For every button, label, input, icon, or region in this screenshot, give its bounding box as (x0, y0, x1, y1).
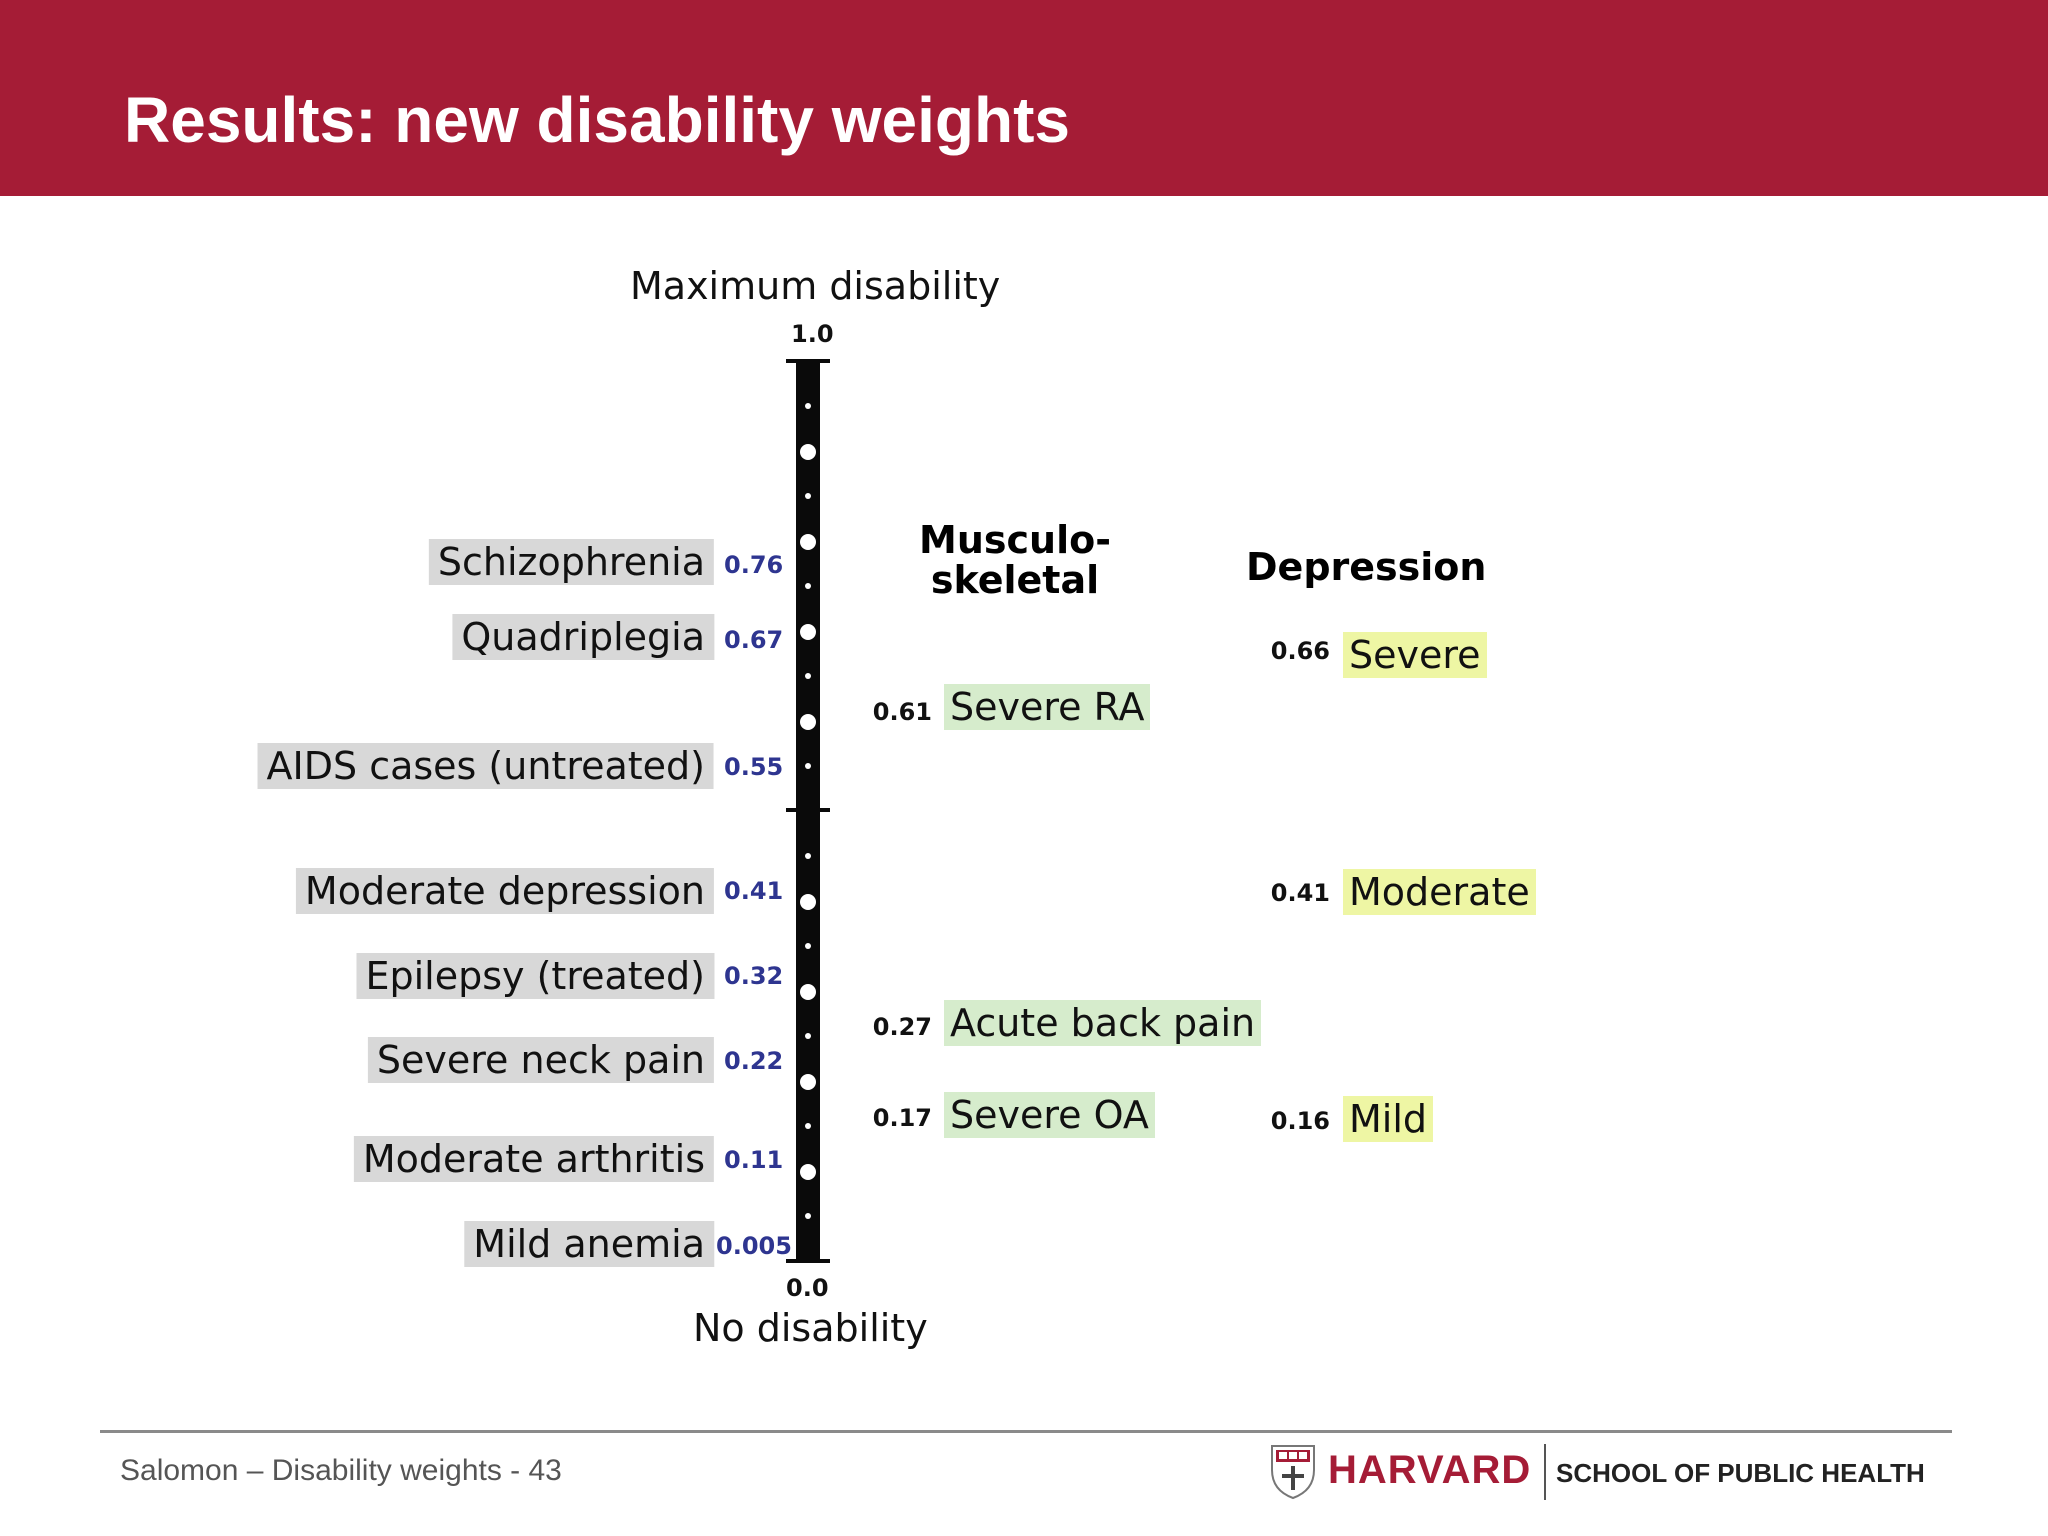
musculoskeletal-label: Severe RA (944, 684, 1151, 730)
scale-dot-large (800, 894, 816, 910)
scale-dot-small (805, 1123, 811, 1129)
bottom-cap (786, 1259, 830, 1263)
scale-dot-large (800, 984, 816, 1000)
depression-label: Mild (1343, 1096, 1434, 1142)
scale-dot-small (805, 583, 811, 589)
condition-label: Quadriplegia (452, 614, 714, 660)
max-tick-label: 1.0 (791, 320, 834, 348)
scale-dot-small (805, 493, 811, 499)
musculoskeletal-value: 0.27 (872, 1013, 932, 1041)
scale-dot-small (805, 763, 811, 769)
top-cap (786, 359, 830, 363)
scale-dot-small (805, 943, 811, 949)
depression-value: 0.66 (1270, 637, 1330, 665)
max-disability-label: Maximum disability (630, 264, 1001, 308)
footer-divider (100, 1430, 1952, 1433)
depression-label: Severe (1343, 632, 1487, 678)
scale-dot-small (805, 1033, 811, 1039)
condition-value: 0.76 (724, 551, 784, 579)
school-name: SCHOOL OF PUBLIC HEALTH (1556, 1458, 1925, 1488)
condition-label: Moderate arthritis (353, 1136, 714, 1182)
no-disability-label: No disability (693, 1306, 928, 1350)
condition-value: 0.41 (724, 877, 784, 905)
condition-value: 0.11 (724, 1146, 784, 1174)
scale-dot-large (800, 714, 816, 730)
musculoskeletal-value: 0.61 (872, 698, 932, 726)
mid-cap (786, 808, 830, 812)
depression-value: 0.41 (1270, 879, 1330, 907)
condition-value: 0.55 (724, 753, 784, 781)
harvard-wordmark: HARVARD (1328, 1448, 1532, 1492)
condition-value: 0.32 (724, 962, 784, 990)
condition-label: Mild anemia (464, 1221, 714, 1267)
musculoskeletal-value: 0.17 (872, 1104, 932, 1132)
depression-heading: Depression (1246, 545, 1487, 589)
depression-label: Moderate (1343, 869, 1536, 915)
scale-dot-large (800, 624, 816, 640)
harvard-shield-icon (1271, 1445, 1315, 1500)
depression-value: 0.16 (1270, 1107, 1330, 1135)
scale-dot-small (805, 673, 811, 679)
scale-dot-small (805, 853, 811, 859)
musculoskeletal-heading: Musculo- skeletal (919, 518, 1111, 602)
min-tick-label: 0.0 (786, 1274, 829, 1302)
scale-dot-small (805, 1213, 811, 1219)
condition-label: Severe neck pain (367, 1037, 714, 1083)
condition-label: Epilepsy (treated) (356, 953, 714, 999)
condition-label: AIDS cases (untreated) (257, 743, 714, 789)
logo-separator (1544, 1444, 1546, 1500)
slide-footer: Salomon – Disability weights - 43 (120, 1454, 562, 1487)
condition-label: Schizophrenia (428, 539, 714, 585)
musculoskeletal-label: Severe OA (944, 1092, 1155, 1138)
condition-label: Moderate depression (295, 868, 714, 914)
condition-value: 0.005 (716, 1232, 792, 1260)
title-bar: Results: new disability weights (0, 0, 2048, 196)
condition-value: 0.22 (724, 1047, 784, 1075)
scale-dot-large (800, 534, 816, 550)
scale-dot-small (805, 403, 811, 409)
scale-dot-large (800, 1164, 816, 1180)
condition-value: 0.67 (724, 626, 784, 654)
scale-dot-large (800, 1074, 816, 1090)
musculoskeletal-label: Acute back pain (944, 1000, 1262, 1046)
slide-title: Results: new disability weights (124, 84, 1070, 156)
scale-dot-large (800, 444, 816, 460)
